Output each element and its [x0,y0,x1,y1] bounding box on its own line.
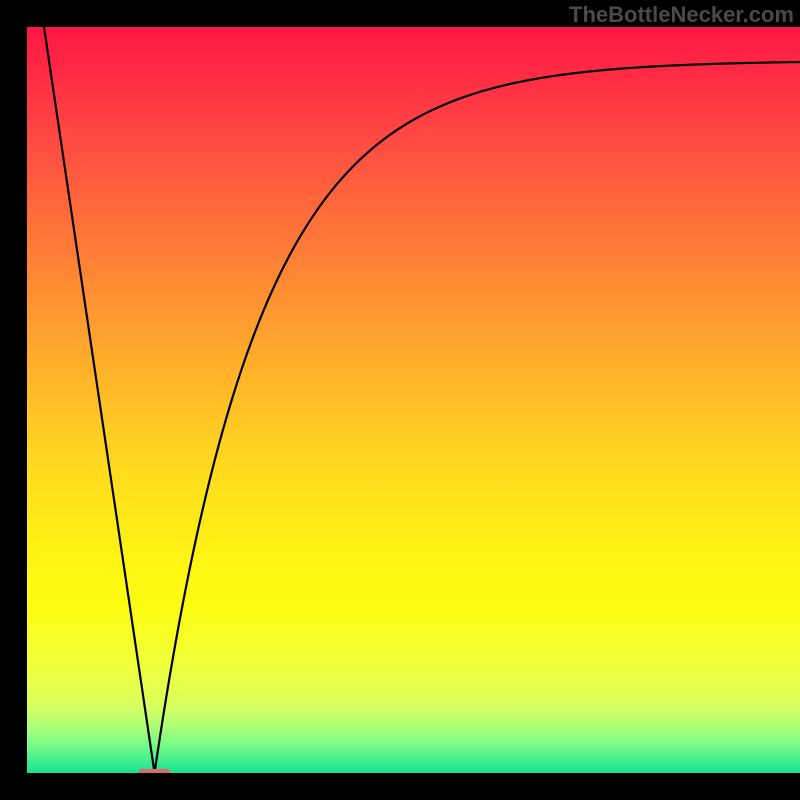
chart-container: TheBottleNecker.com [0,0,800,800]
frame-bottom [0,773,800,800]
watermark-text: TheBottleNecker.com [569,2,794,28]
plot-background [27,27,800,773]
bottleneck-chart [0,0,800,800]
frame-left [0,0,27,800]
